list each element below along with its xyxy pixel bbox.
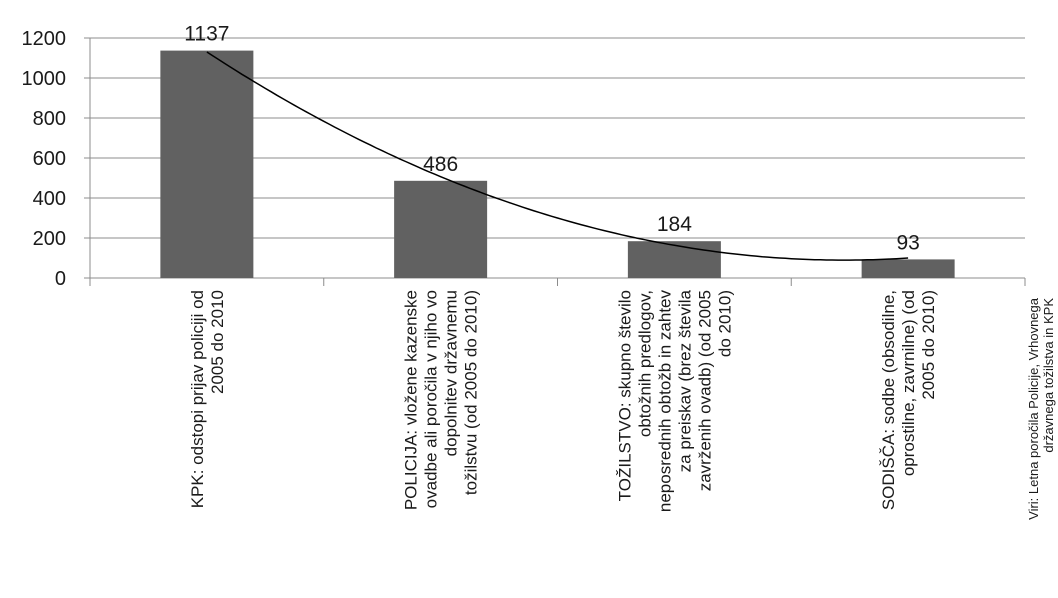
y-tick-label: 1200: [22, 28, 67, 50]
bar: [627, 241, 721, 278]
x-category-label-line: KPK: odstopi prijav policiji od: [188, 290, 207, 508]
x-category-label-line: POLICIJA: vložene kazenske: [402, 290, 421, 510]
x-category-label-line: dopolnitev državnemu: [442, 290, 461, 456]
y-tick-label: 600: [33, 148, 66, 170]
data-label: 486: [423, 153, 458, 176]
x-category-label-line: 2005 do 2010): [919, 290, 938, 400]
x-category-label-line: za preiskav (brez števila: [675, 289, 694, 472]
data-label: 184: [657, 213, 692, 236]
source-note-line: Viri: Letna poročila Policije, Vrhovnega: [1026, 297, 1041, 520]
x-category-label: TOŽILSTVO: skupno številoobtožnih predlo…: [615, 289, 734, 512]
bar: [394, 180, 488, 278]
data-label: 93: [896, 231, 919, 254]
y-tick-label: 200: [33, 228, 66, 250]
trendline: [206, 51, 909, 261]
x-category-label-line: obtožnih predlogov,: [635, 290, 654, 437]
bar: [861, 259, 955, 278]
x-category-label: POLICIJA: vložene kazenskeovadbe ali por…: [402, 290, 481, 510]
x-category-label-line: oprostilne, zavrnilne) (od: [899, 290, 918, 476]
source-note: Viri: Letna poročila Policije, Vrhovnega…: [1026, 297, 1056, 520]
x-category-label-line: tožilstvu (od 2005 do 2010): [462, 290, 481, 495]
source-note-line: državnega tožilstva in KPK: [1041, 298, 1056, 453]
x-category-label-line: TOŽILSTVO: skupno število: [615, 290, 634, 501]
x-category-label-line: ovadbe ali poročila v njiho vo: [422, 290, 441, 508]
x-category-label-line: do 2010): [715, 290, 734, 357]
x-category-label: SODIŠČA: sodbe (obsodilne,oprostilne, za…: [879, 290, 938, 510]
x-category-label-line: zavrženih ovadb) (od 2005: [695, 290, 714, 491]
x-category-label-line: SODIŠČA: sodbe (obsodilne,: [879, 290, 898, 510]
x-category-label-line: 2005 do 2010: [208, 290, 227, 394]
y-tick-label: 1000: [22, 68, 67, 90]
bar: [160, 50, 254, 278]
y-tick-label: 400: [33, 188, 66, 210]
x-category-label-line: neposrednih obtožb in zahtev: [655, 290, 674, 513]
y-tick-label: 0: [55, 268, 66, 290]
data-label: 1137: [184, 23, 229, 46]
y-tick-label: 800: [33, 108, 66, 130]
x-category-label: KPK: odstopi prijav policiji od2005 do 2…: [188, 290, 227, 508]
